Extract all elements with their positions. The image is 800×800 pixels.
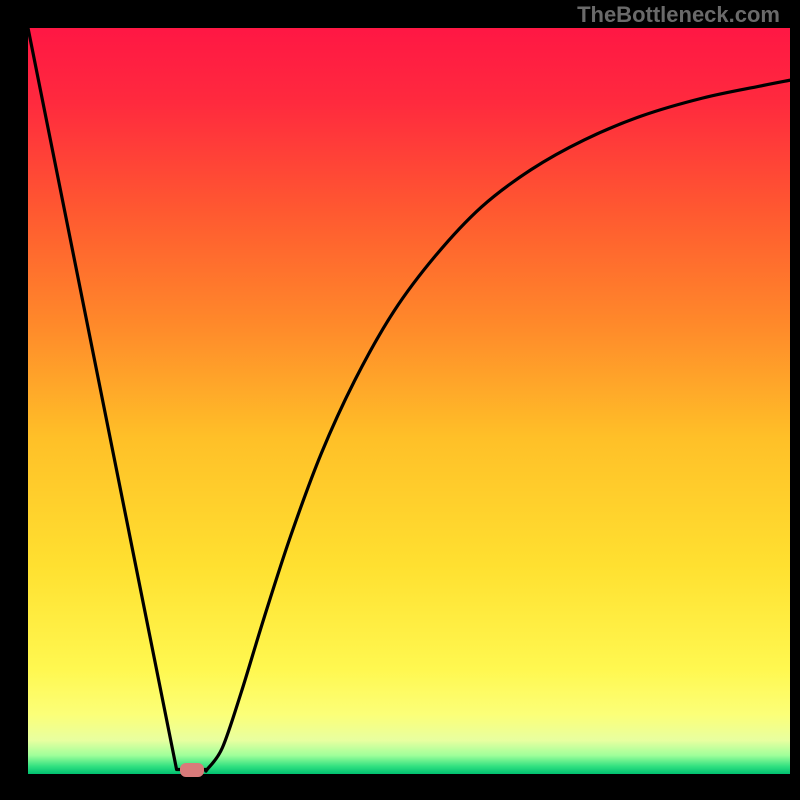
chart-container: TheBottleneck.com bbox=[0, 0, 800, 800]
bottleneck-curve bbox=[28, 28, 790, 774]
plot-area bbox=[28, 28, 790, 774]
watermark-text: TheBottleneck.com bbox=[577, 2, 780, 28]
optimal-point-marker bbox=[180, 763, 204, 777]
